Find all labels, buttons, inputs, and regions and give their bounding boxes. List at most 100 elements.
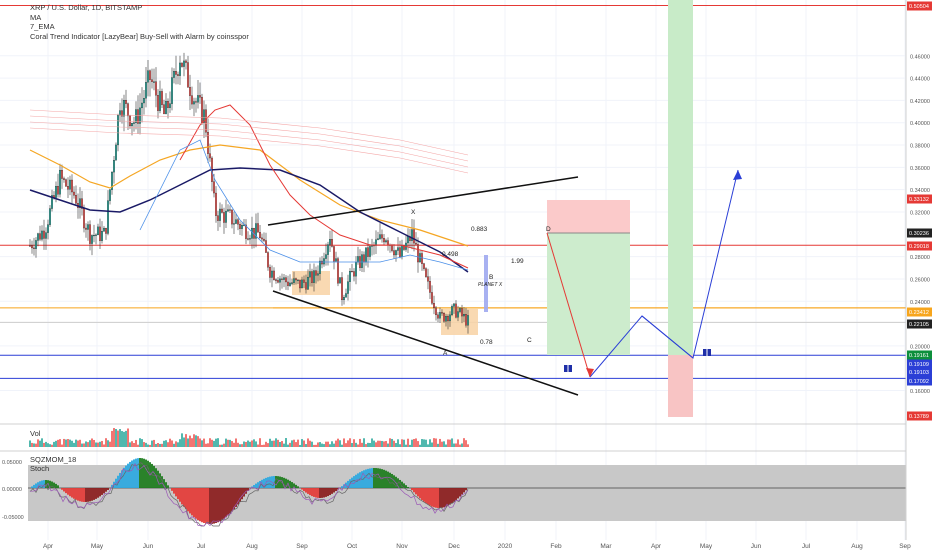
momentum-bar (31, 486, 33, 488)
momentum-bar (67, 488, 69, 495)
candle-body (323, 258, 325, 265)
momentum-bar (403, 483, 405, 488)
volume-bar (215, 438, 217, 447)
x-tick-label: Jul (802, 543, 811, 550)
volume-bar (369, 442, 371, 447)
volume-bar (321, 443, 323, 447)
volume-bar (367, 442, 369, 447)
momentum-bar (333, 488, 335, 493)
volume-bar (301, 439, 303, 447)
accumulation-box-1 (292, 271, 330, 295)
candle-body (339, 277, 341, 284)
momentum-bar (171, 488, 173, 491)
momentum-bar (455, 488, 457, 501)
volume-bar (163, 440, 165, 447)
candle-body (193, 101, 195, 105)
momentum-bar (263, 478, 265, 488)
volume-bar (299, 444, 301, 447)
volume-bar (345, 443, 347, 447)
candle-body (461, 308, 463, 317)
candle-body (271, 270, 273, 278)
volume-bar (87, 442, 89, 447)
candle-body (125, 100, 127, 104)
momentum-bar (209, 488, 211, 524)
volume-bar (303, 440, 305, 447)
candle-body (29, 245, 31, 247)
volume-bar (385, 440, 387, 447)
volume-bar (435, 438, 437, 447)
down-arrowhead-icon (586, 368, 594, 377)
momentum-bar (227, 488, 229, 516)
momentum-bar (369, 468, 371, 488)
price-tag (907, 228, 932, 238)
volume-bar (277, 439, 279, 447)
candle-body (35, 240, 37, 249)
candle-body (441, 312, 443, 314)
momentum-bar (451, 488, 453, 504)
candle-body (431, 292, 433, 304)
volume-bar (291, 440, 293, 447)
momentum-bar (449, 488, 451, 505)
momentum-bar (315, 488, 317, 498)
candle-body (93, 234, 95, 237)
x-tick-label: Aug (246, 543, 258, 550)
volume-bar (263, 444, 265, 447)
candle-body (223, 212, 225, 223)
candle-body (175, 71, 177, 75)
candle-body (445, 316, 447, 322)
momentum-bar (159, 473, 161, 488)
volume-bar (363, 438, 365, 447)
candle-body (79, 198, 81, 208)
volume-bar (231, 441, 233, 447)
momentum-bar (331, 488, 333, 494)
volume-bar (451, 438, 453, 447)
volume-bar (305, 444, 307, 447)
volume-bar (337, 438, 339, 447)
volume-bar (187, 438, 189, 447)
momentum-bar (375, 468, 377, 488)
price-tick-label: 0.42000 (910, 99, 930, 105)
momentum-bar (377, 468, 379, 488)
momentum-bar (325, 488, 327, 497)
volume-bar (33, 443, 35, 447)
momentum-bar (129, 461, 131, 488)
candle-body (367, 247, 369, 257)
candle-body (307, 276, 309, 290)
volume-bar (467, 444, 469, 447)
candle-body (303, 279, 305, 283)
candle-body (55, 186, 57, 198)
volume-bar (427, 444, 429, 447)
momentum-bar (297, 486, 299, 488)
x-tick-label: Oct (347, 543, 357, 550)
candle-body (421, 253, 423, 264)
volume-bar (115, 429, 117, 447)
candle-body (247, 238, 249, 240)
volume-bar (417, 441, 419, 447)
candle-body (351, 271, 353, 273)
price-tag (907, 1, 932, 11)
candle-body (169, 103, 171, 108)
price-tick-label: 0.34000 (910, 188, 930, 194)
momentum-bar (337, 488, 339, 490)
momentum-bar (323, 488, 325, 498)
volume-bar (445, 444, 447, 447)
candle-body (261, 237, 263, 240)
candle-body (369, 246, 371, 257)
momentum-bar (429, 488, 431, 506)
volume-bar (93, 439, 95, 447)
candle-body (455, 303, 457, 318)
volume-bar (233, 442, 235, 447)
candle-body (137, 109, 139, 124)
momentum-bar (301, 488, 303, 490)
momentum-bar (361, 471, 363, 488)
volume-bar (319, 442, 321, 447)
candle-body (315, 270, 317, 276)
momentum-bar (415, 488, 417, 495)
volume-bar (237, 442, 239, 447)
volume-bar (309, 440, 311, 447)
volume-bar (183, 437, 185, 447)
price-axis-strip (906, 0, 932, 550)
candle-body (141, 102, 143, 109)
candle-body (437, 314, 439, 319)
volume-bar (143, 442, 145, 447)
